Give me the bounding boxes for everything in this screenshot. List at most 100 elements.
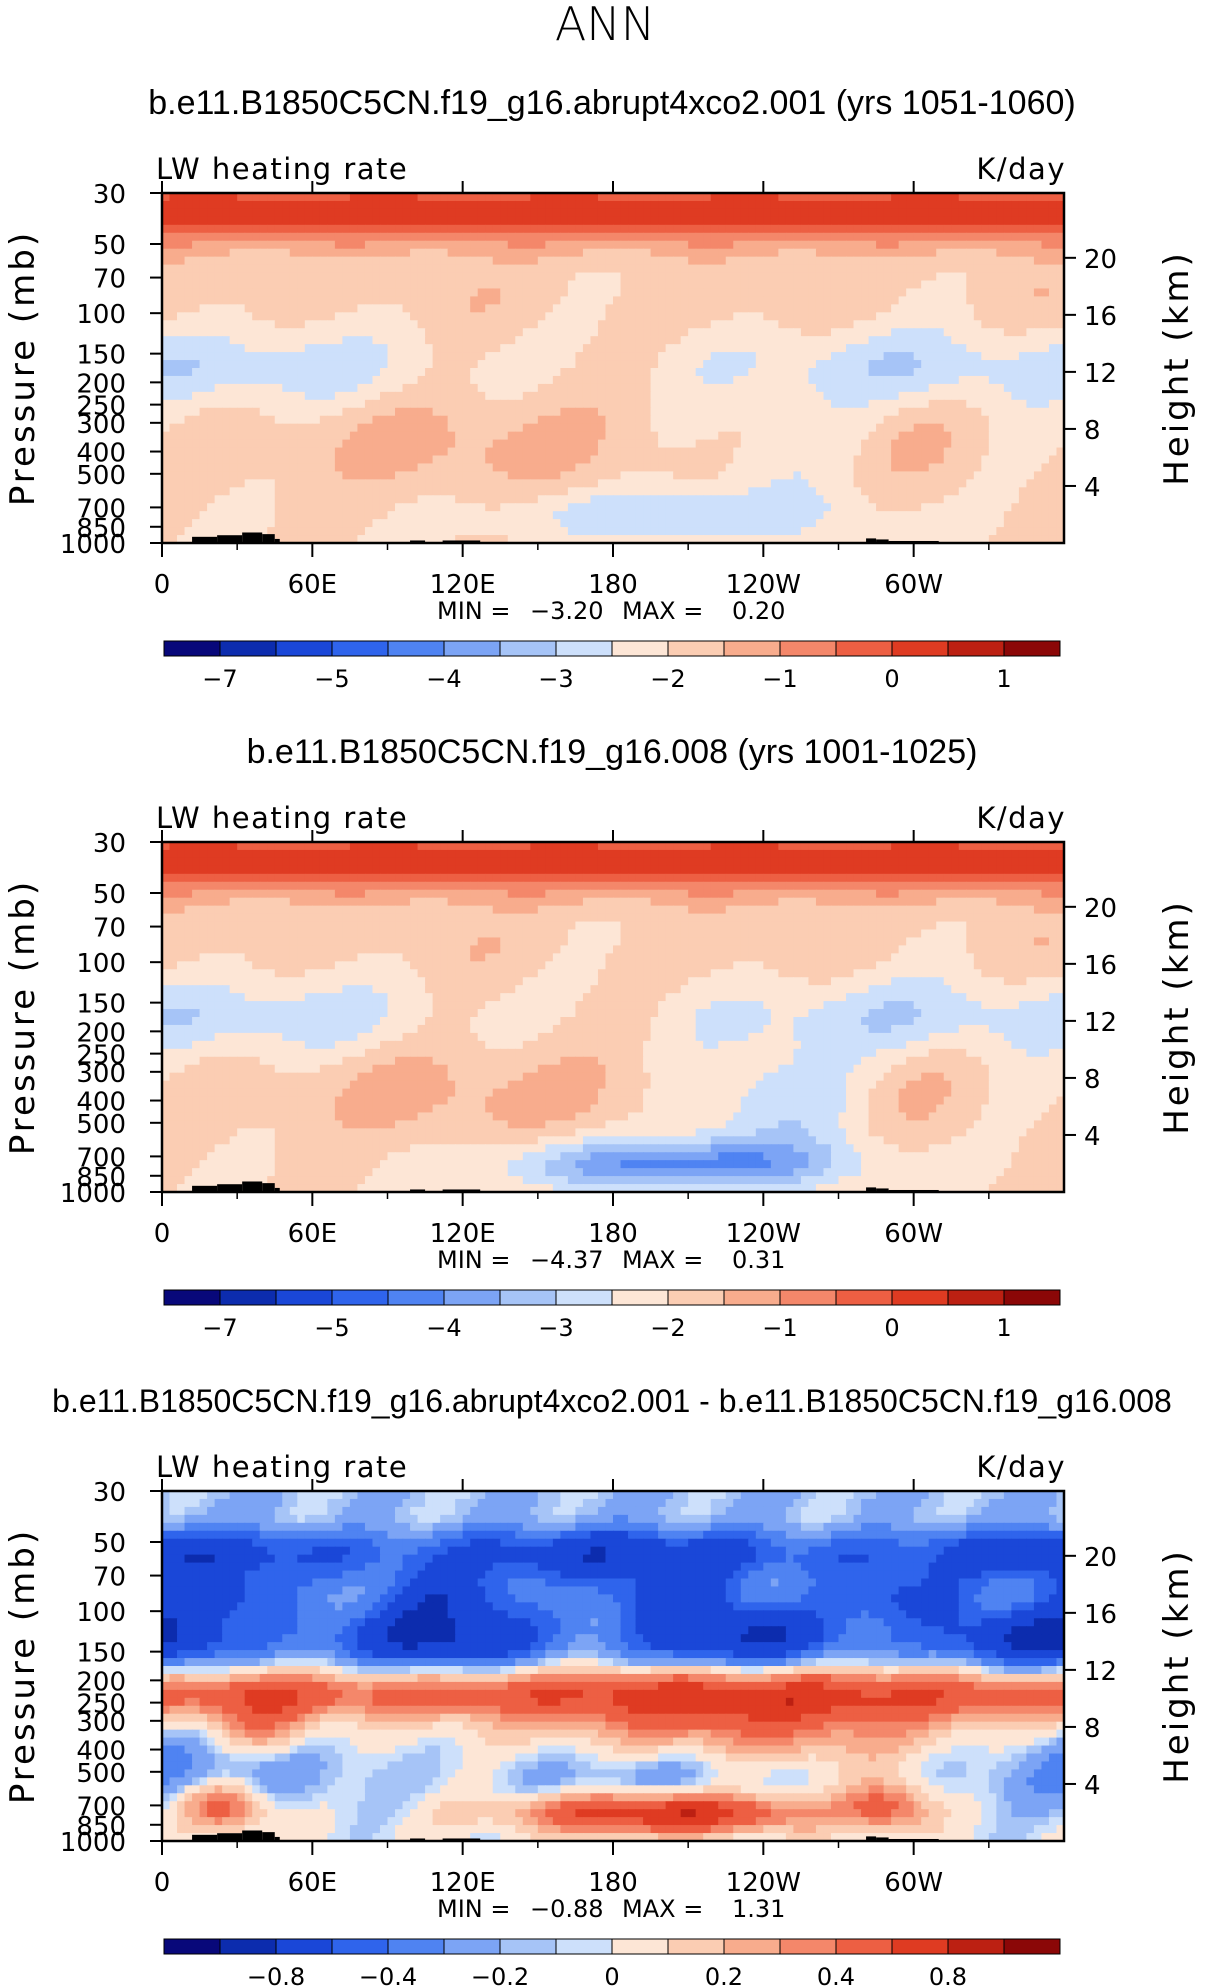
heatmap-cell [891, 463, 900, 472]
heatmap-cell [455, 232, 464, 242]
heatmap-cell [252, 383, 261, 393]
heatmap-cell [958, 216, 967, 226]
heatmap-cell [763, 208, 772, 218]
heatmap-cell [364, 232, 374, 242]
heatmap-cell [432, 352, 441, 361]
heatmap-cell [259, 439, 268, 449]
heatmap-cell [1048, 288, 1058, 297]
heatmap-cell [267, 256, 276, 266]
heatmap-cell [996, 208, 1005, 218]
heatmap-cell [1041, 511, 1050, 520]
heatmap-cell [1018, 439, 1028, 449]
heatmap-cell [297, 296, 306, 305]
heatmap-cell [823, 232, 832, 242]
heatmap-cell [342, 368, 351, 377]
heatmap-cell [432, 256, 441, 266]
heatmap-cells [162, 193, 1065, 544]
heatmap-cell [522, 200, 531, 210]
heatmap-cell [357, 232, 366, 242]
heatmap-cell [605, 280, 614, 290]
heatmap-cell [710, 264, 719, 274]
heatmap-cell [259, 248, 268, 258]
heatmap-cell [1018, 360, 1028, 369]
heatmap-cell [252, 407, 261, 417]
heatmap-cell [349, 272, 359, 282]
heatmap-cell [597, 304, 607, 313]
heatmap-cell [1011, 352, 1020, 361]
heatmap-cell [605, 447, 614, 457]
heatmap-cell [733, 463, 742, 472]
heatmap-cell [718, 208, 727, 218]
heatmap-cell [846, 391, 855, 401]
heatmap-cell [778, 328, 787, 337]
heatmap-cell [470, 463, 479, 472]
heatmap-cell [740, 511, 749, 520]
heatmap-cell [312, 224, 321, 234]
heatmap-cell [485, 495, 494, 504]
heatmap-cell [1018, 471, 1028, 480]
heatmap-cell [297, 200, 306, 210]
heatmap-cell [455, 375, 464, 385]
heatmap-cell [575, 200, 584, 210]
heatmap-cell [725, 503, 734, 512]
heatmap-cell [853, 240, 862, 250]
heatmap-cell [432, 479, 441, 488]
heatmap-cell [567, 399, 577, 409]
heatmap-cell [417, 232, 426, 242]
heatmap-cell [695, 407, 704, 417]
heatmap-cell [733, 360, 742, 369]
heatmap-cell [537, 511, 546, 520]
heatmap-cell [966, 288, 975, 297]
heatmap-cell [552, 288, 561, 297]
heatmap-cell [725, 200, 734, 210]
heatmap-cell [334, 447, 343, 457]
heatmap-cell [883, 256, 892, 266]
heatmap-cell [883, 487, 892, 496]
heatmap-cell [830, 399, 840, 409]
heatmap-cell [207, 240, 216, 250]
heatmap-cell [620, 519, 629, 528]
heatmap-cell [763, 375, 772, 385]
heatmap-cell [800, 407, 810, 417]
heatmap-cell [718, 193, 727, 202]
heatmap-cell [162, 193, 171, 202]
heatmap-cell [274, 264, 283, 274]
heatmap-cell [778, 495, 787, 504]
heatmap-cell [981, 423, 990, 433]
heatmap-cell [605, 232, 614, 242]
heatmap-cell [169, 208, 178, 218]
heatmap-cell [252, 240, 261, 250]
heatmap-cell [357, 344, 366, 353]
heatmap-cell [387, 431, 396, 441]
heatmap-cell [1033, 368, 1043, 377]
heatmap-cell [650, 336, 659, 345]
heatmap-cell [289, 272, 298, 282]
heatmap-cell [237, 439, 246, 449]
heatmap-cell [778, 511, 787, 520]
heatmap-cell [620, 407, 629, 417]
heatmap-cell [334, 463, 343, 472]
heatmap-cell [808, 304, 817, 313]
heatmap-cell [770, 391, 779, 401]
heatmap-cell [229, 415, 238, 425]
heatmap-cell [1033, 487, 1043, 496]
heatmap-cell [906, 312, 915, 321]
heatmap-cell [222, 272, 231, 282]
heatmap-cell [500, 368, 509, 377]
heatmap-cell [898, 391, 907, 401]
heatmap-cell [808, 368, 817, 377]
heatmap-cell [658, 256, 667, 266]
heatmap-cell [853, 463, 862, 472]
heatmap-cell [522, 312, 531, 321]
heatmap-cell [936, 487, 945, 496]
heatmap-cell [770, 487, 779, 496]
heatmap-cell [462, 439, 471, 449]
heatmap-cell [988, 328, 997, 337]
heatmap-cell [199, 487, 208, 496]
heatmap-cell [710, 208, 719, 218]
heatmap-cell [981, 328, 990, 337]
heatmap-cell [830, 200, 840, 210]
heatmap-cell [395, 224, 404, 234]
heatmap-cell [718, 288, 727, 297]
heatmap-cell [567, 431, 577, 441]
